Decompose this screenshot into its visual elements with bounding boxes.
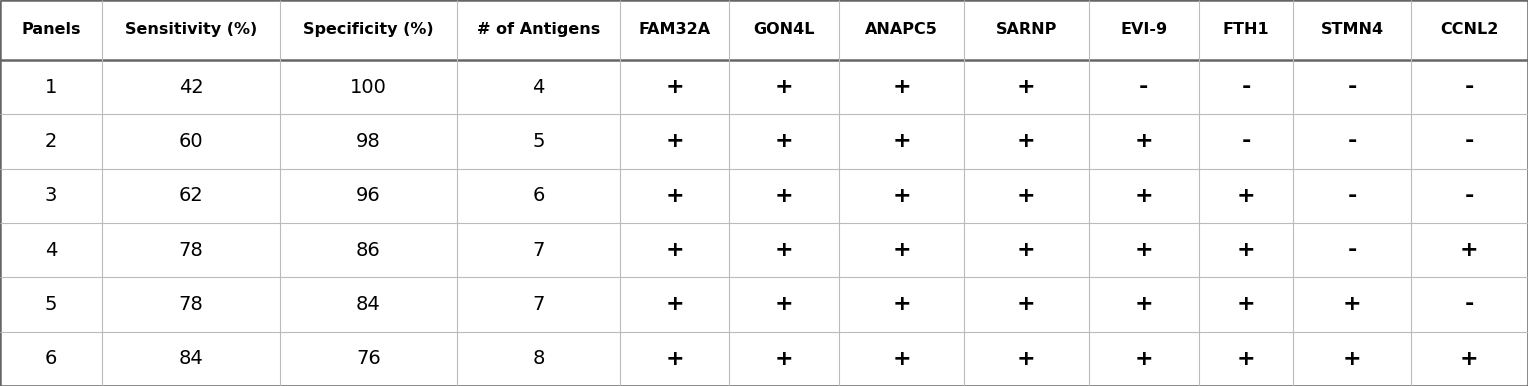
Text: +: + <box>1134 240 1154 260</box>
Text: Specificity (%): Specificity (%) <box>303 22 434 37</box>
Text: 62: 62 <box>179 186 203 205</box>
Text: ANAPC5: ANAPC5 <box>865 22 938 37</box>
Text: 6: 6 <box>532 186 544 205</box>
Text: 84: 84 <box>179 349 203 368</box>
Text: +: + <box>775 186 793 206</box>
Text: 78: 78 <box>179 295 203 314</box>
Text: +: + <box>665 186 685 206</box>
Text: FTH1: FTH1 <box>1222 22 1270 37</box>
Text: +: + <box>892 186 911 206</box>
Text: -: - <box>1348 240 1357 260</box>
Text: +: + <box>1236 186 1256 206</box>
Text: +: + <box>1018 295 1036 315</box>
Text: # of Antigens: # of Antigens <box>477 22 601 37</box>
Text: +: + <box>892 77 911 97</box>
Text: +: + <box>1461 240 1479 260</box>
Text: Panels: Panels <box>21 22 81 37</box>
Text: 8: 8 <box>532 349 544 368</box>
Text: +: + <box>1018 77 1036 97</box>
Text: +: + <box>1343 349 1361 369</box>
Text: +: + <box>775 295 793 315</box>
Text: 84: 84 <box>356 295 380 314</box>
Text: 1: 1 <box>44 78 58 96</box>
Text: +: + <box>665 295 685 315</box>
Text: EVI-9: EVI-9 <box>1120 22 1167 37</box>
Text: +: + <box>1134 349 1154 369</box>
Text: +: + <box>775 131 793 151</box>
Text: +: + <box>1018 240 1036 260</box>
Text: 86: 86 <box>356 240 380 260</box>
Text: -: - <box>1348 77 1357 97</box>
Text: +: + <box>1018 349 1036 369</box>
Text: FAM32A: FAM32A <box>639 22 711 37</box>
Text: 4: 4 <box>532 78 544 96</box>
Text: 4: 4 <box>44 240 58 260</box>
Text: 7: 7 <box>532 240 544 260</box>
Text: -: - <box>1348 186 1357 206</box>
Text: +: + <box>1236 295 1256 315</box>
Text: 2: 2 <box>44 132 58 151</box>
Text: +: + <box>775 77 793 97</box>
Text: STMN4: STMN4 <box>1320 22 1383 37</box>
Text: +: + <box>1018 186 1036 206</box>
Text: 60: 60 <box>179 132 203 151</box>
Text: CCNL2: CCNL2 <box>1441 22 1499 37</box>
Text: +: + <box>1134 131 1154 151</box>
Text: +: + <box>665 131 685 151</box>
Text: +: + <box>892 240 911 260</box>
Text: 42: 42 <box>179 78 203 96</box>
Text: 78: 78 <box>179 240 203 260</box>
Text: +: + <box>892 295 911 315</box>
Text: +: + <box>1134 295 1154 315</box>
Text: 5: 5 <box>44 295 58 314</box>
Text: -: - <box>1348 131 1357 151</box>
Text: 6: 6 <box>44 349 58 368</box>
Text: -: - <box>1465 186 1475 206</box>
Text: 76: 76 <box>356 349 380 368</box>
Text: 100: 100 <box>350 78 387 96</box>
Text: +: + <box>665 77 685 97</box>
Text: +: + <box>665 240 685 260</box>
Text: -: - <box>1138 77 1149 97</box>
Text: -: - <box>1465 295 1475 315</box>
Text: +: + <box>775 240 793 260</box>
Text: 96: 96 <box>356 186 380 205</box>
Text: +: + <box>892 349 911 369</box>
Text: 98: 98 <box>356 132 380 151</box>
Text: 3: 3 <box>44 186 58 205</box>
Text: 7: 7 <box>532 295 544 314</box>
Text: Sensitivity (%): Sensitivity (%) <box>125 22 257 37</box>
Text: -: - <box>1241 131 1251 151</box>
Text: -: - <box>1465 131 1475 151</box>
Text: +: + <box>1236 349 1256 369</box>
Text: -: - <box>1465 77 1475 97</box>
Text: +: + <box>892 131 911 151</box>
Text: +: + <box>1343 295 1361 315</box>
Text: GON4L: GON4L <box>753 22 814 37</box>
Text: +: + <box>1236 240 1256 260</box>
Text: +: + <box>775 349 793 369</box>
Text: -: - <box>1241 77 1251 97</box>
Text: +: + <box>1134 186 1154 206</box>
Text: SARNP: SARNP <box>996 22 1057 37</box>
Text: +: + <box>1018 131 1036 151</box>
Text: +: + <box>1461 349 1479 369</box>
Text: +: + <box>665 349 685 369</box>
Text: 5: 5 <box>532 132 544 151</box>
